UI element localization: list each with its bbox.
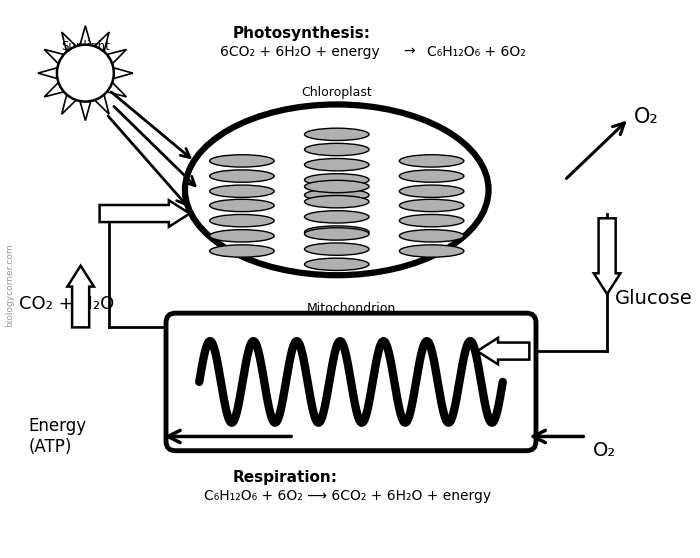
Ellipse shape [304,180,369,193]
Ellipse shape [304,174,369,186]
Text: Photosynthesis:: Photosynthesis: [232,26,370,41]
Polygon shape [67,266,94,328]
Ellipse shape [209,245,274,257]
Text: Glucose: Glucose [615,290,692,309]
Text: C₆H₁₂O₆ + 6O₂ ⟶ 6CO₂ + 6H₂O + energy: C₆H₁₂O₆ + 6O₂ ⟶ 6CO₂ + 6H₂O + energy [204,489,491,503]
Polygon shape [62,95,76,114]
Polygon shape [38,68,57,79]
Polygon shape [80,101,91,121]
Polygon shape [107,83,127,97]
Polygon shape [44,50,64,64]
Ellipse shape [209,155,274,167]
Ellipse shape [400,230,464,242]
Ellipse shape [304,226,369,238]
Ellipse shape [209,170,274,182]
Polygon shape [94,95,109,114]
Ellipse shape [209,199,274,211]
Text: Respiration:: Respiration: [232,470,337,485]
Polygon shape [107,50,127,64]
Text: C₆H₁₂O₆ + 6O₂: C₆H₁₂O₆ + 6O₂ [427,45,526,59]
Ellipse shape [304,158,369,171]
Polygon shape [62,32,76,52]
Ellipse shape [304,128,369,141]
FancyBboxPatch shape [166,313,536,451]
Ellipse shape [400,214,464,227]
Ellipse shape [209,230,274,242]
Text: →: → [403,45,415,59]
Ellipse shape [304,211,369,223]
Text: Chloroplast: Chloroplast [302,86,372,99]
Polygon shape [44,83,64,97]
Ellipse shape [400,185,464,198]
Text: Energy
(ATP): Energy (ATP) [29,417,87,456]
Ellipse shape [304,189,369,201]
Ellipse shape [400,199,464,211]
Ellipse shape [400,155,464,167]
Ellipse shape [304,243,369,255]
Text: O₂: O₂ [593,441,616,460]
Ellipse shape [400,170,464,182]
Polygon shape [94,32,109,52]
Text: O₂: O₂ [634,107,659,127]
Text: Mitochondrion: Mitochondrion [307,302,396,315]
Ellipse shape [304,195,369,208]
Ellipse shape [209,185,274,198]
Polygon shape [99,200,190,227]
Ellipse shape [304,228,369,240]
Ellipse shape [185,104,489,275]
Ellipse shape [304,143,369,156]
Polygon shape [594,218,620,294]
Polygon shape [477,338,529,364]
Text: biologycorner.com: biologycorner.com [5,243,14,326]
Ellipse shape [209,214,274,227]
Text: CO₂ + H₂O: CO₂ + H₂O [19,295,114,312]
Ellipse shape [400,245,464,257]
Polygon shape [113,68,133,79]
Polygon shape [80,26,91,45]
Text: 6CO₂ + 6H₂O + energy: 6CO₂ + 6H₂O + energy [220,45,380,59]
Ellipse shape [57,45,114,102]
Text: Sunlight
(enery): Sunlight (enery) [61,40,110,68]
Ellipse shape [304,258,369,271]
